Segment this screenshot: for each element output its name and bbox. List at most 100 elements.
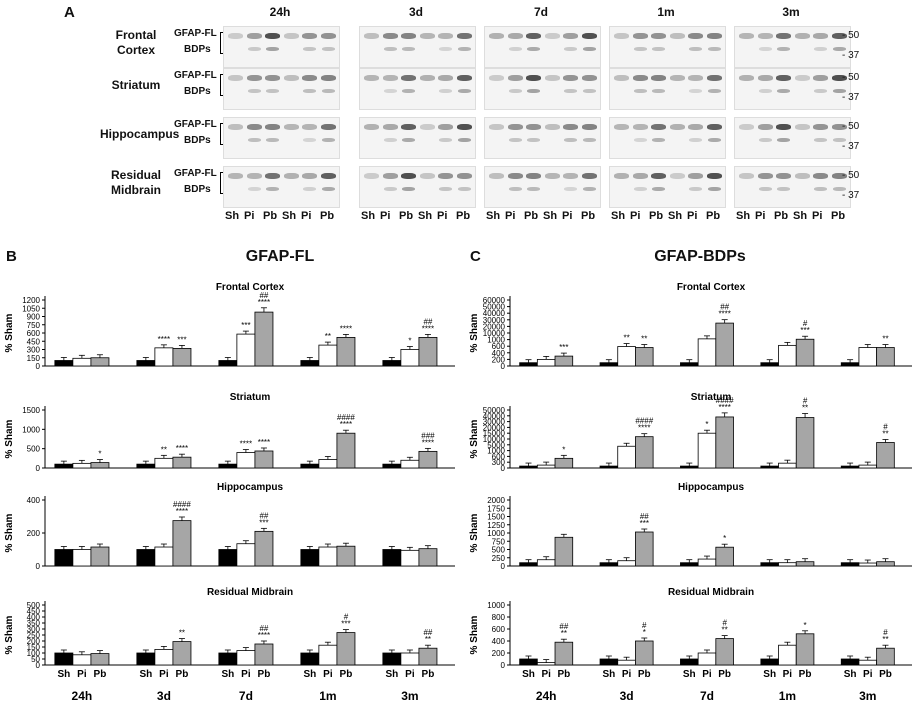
mw-marker-37: - 37 bbox=[842, 141, 860, 152]
significance-marker: # bbox=[883, 422, 888, 431]
timepoint-label: 24h bbox=[536, 689, 557, 703]
timepoint-label: 3d bbox=[157, 689, 171, 703]
y-tick-label: 750 bbox=[27, 321, 41, 330]
significance-marker: ** bbox=[802, 404, 808, 413]
protein-band bbox=[402, 138, 415, 142]
blot-image bbox=[609, 166, 726, 208]
y-axis-label: % Sham bbox=[469, 313, 480, 352]
protein-band bbox=[527, 47, 540, 51]
y-tick-label: 30000 bbox=[483, 418, 506, 427]
mw-marker-37: - 37 bbox=[842, 92, 860, 103]
y-tick-label: 300 bbox=[27, 625, 41, 634]
y-tick-label: 0 bbox=[36, 362, 41, 371]
bar bbox=[418, 647, 438, 666]
bar bbox=[318, 459, 338, 469]
significance-marker: * bbox=[804, 621, 807, 630]
protein-band bbox=[813, 124, 828, 130]
group-label: Sh bbox=[303, 669, 316, 680]
protein-band bbox=[382, 173, 398, 179]
protein-band bbox=[632, 33, 648, 39]
group-label: Sh bbox=[221, 669, 234, 680]
y-tick-label: 60000 bbox=[483, 296, 506, 305]
bar bbox=[599, 562, 619, 567]
group-label: Pb bbox=[718, 669, 731, 680]
protein-band bbox=[706, 33, 722, 39]
bar bbox=[680, 562, 699, 567]
y-tick-label: 400 bbox=[27, 613, 41, 622]
significance-marker: ** bbox=[882, 635, 888, 644]
bar bbox=[697, 652, 717, 666]
bar bbox=[599, 658, 619, 666]
bar bbox=[858, 347, 878, 367]
bar bbox=[680, 658, 699, 666]
significance-marker: ** bbox=[882, 429, 888, 438]
blot-image bbox=[734, 117, 851, 159]
significance-marker: **** bbox=[638, 424, 650, 433]
protein-band bbox=[320, 173, 336, 179]
group-label: Sh bbox=[844, 669, 857, 680]
bar bbox=[715, 416, 734, 469]
protein-band bbox=[382, 75, 398, 81]
significance-marker: # bbox=[883, 628, 888, 637]
group-label: Pi bbox=[863, 669, 873, 680]
bar bbox=[715, 638, 734, 666]
protein-band bbox=[383, 187, 397, 191]
y-tick-label: 1500 bbox=[487, 513, 505, 522]
y-tick-label: 1000 bbox=[487, 601, 505, 610]
protein-band bbox=[321, 138, 335, 142]
bar bbox=[172, 456, 192, 469]
lane-label: Pb bbox=[774, 210, 789, 222]
protein-band bbox=[563, 124, 578, 130]
lane-label: Pb bbox=[399, 210, 414, 222]
protein-band bbox=[707, 187, 721, 191]
protein-band bbox=[247, 89, 261, 93]
protein-band bbox=[706, 173, 722, 179]
bar bbox=[778, 562, 797, 567]
protein-band bbox=[507, 124, 523, 130]
protein-band bbox=[794, 124, 810, 130]
protein-band bbox=[757, 124, 773, 130]
lane-label: Pi bbox=[301, 210, 312, 222]
protein-band bbox=[652, 47, 665, 51]
significance-marker: ## bbox=[423, 317, 432, 326]
bar bbox=[300, 549, 320, 567]
protein-band bbox=[707, 89, 721, 93]
group-label: Pi bbox=[77, 669, 87, 680]
protein-band bbox=[266, 187, 279, 191]
bar bbox=[858, 464, 878, 469]
protein-band bbox=[508, 89, 522, 93]
protein-band bbox=[832, 187, 846, 191]
protein-band bbox=[831, 33, 847, 39]
y-tick-label: 30000 bbox=[483, 316, 506, 325]
y-tick-label: 2000 bbox=[487, 496, 505, 505]
group-label: Pb bbox=[176, 669, 189, 680]
bdps-label: BDPs bbox=[184, 135, 211, 146]
significance-marker: # bbox=[803, 319, 808, 328]
protein-band bbox=[757, 33, 773, 39]
protein-band bbox=[228, 124, 243, 130]
protein-band bbox=[688, 33, 703, 39]
protein-band bbox=[246, 173, 262, 179]
protein-band bbox=[544, 33, 560, 39]
protein-band bbox=[526, 75, 541, 81]
bar bbox=[172, 520, 192, 567]
bar bbox=[876, 561, 895, 567]
timepoint-label: 3m bbox=[859, 689, 876, 703]
protein-band bbox=[651, 75, 666, 81]
y-tick-label: 40000 bbox=[483, 309, 506, 318]
y-tick-label: 0 bbox=[36, 661, 41, 670]
protein-band bbox=[303, 89, 316, 93]
bar bbox=[519, 562, 538, 567]
significance-marker: ** bbox=[623, 334, 629, 343]
significance-marker: ** bbox=[161, 445, 167, 454]
group-label: Pi bbox=[241, 669, 251, 680]
bar bbox=[90, 653, 110, 666]
lane-label: Pi bbox=[687, 210, 698, 222]
protein-band bbox=[508, 138, 522, 142]
bar bbox=[318, 546, 338, 567]
bar bbox=[840, 465, 860, 469]
y-tick-label: 1000 bbox=[22, 425, 40, 434]
bar bbox=[536, 559, 556, 567]
gfap-fl-label: GFAP-FL bbox=[174, 70, 217, 81]
significance-marker: #### bbox=[716, 396, 734, 405]
